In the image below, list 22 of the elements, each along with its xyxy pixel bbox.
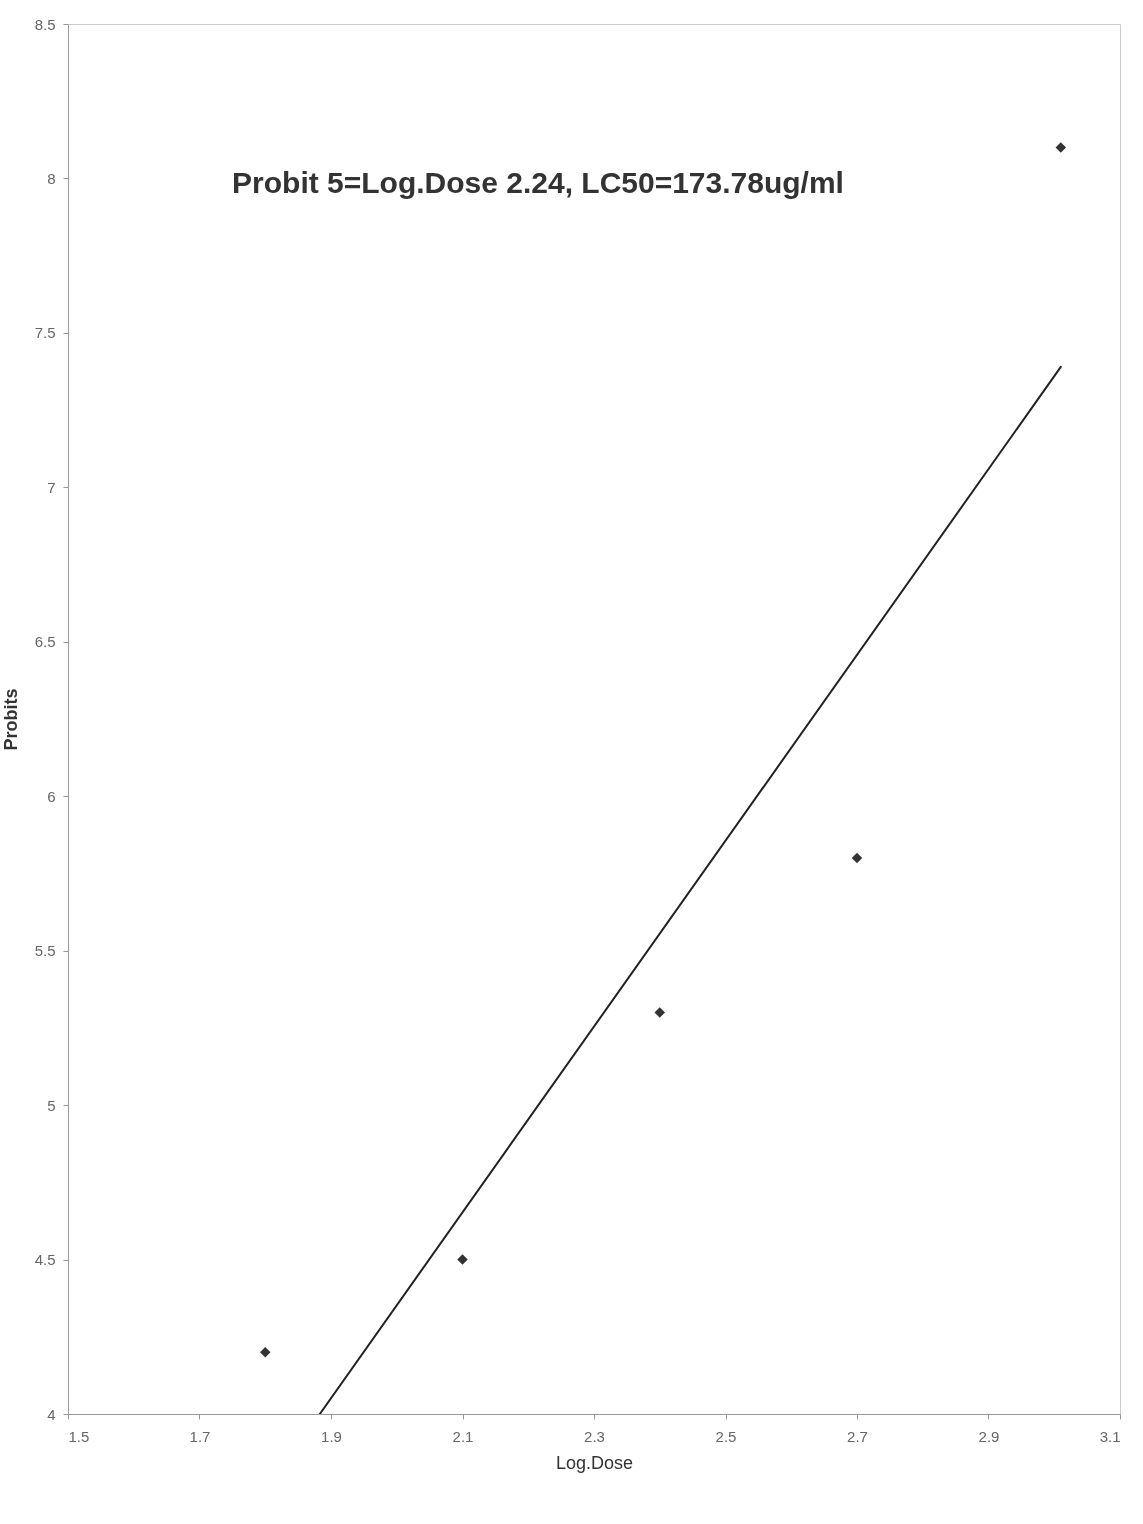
- x-tick-label: 2.9: [978, 1427, 1000, 1445]
- y-tick-label: 7.5: [34, 324, 56, 342]
- x-tick-label: 1.9: [321, 1427, 342, 1445]
- x-tick-label: 2.3: [584, 1427, 605, 1445]
- y-tick-label: 5: [47, 1096, 56, 1114]
- x-tick-label: 3.1: [1099, 1427, 1121, 1445]
- y-tick-label: 4: [47, 1405, 56, 1423]
- y-tick-label: 7: [47, 478, 56, 496]
- x-tick-label: 2.1: [452, 1427, 474, 1445]
- y-tick-label: 6: [47, 787, 56, 805]
- x-tick-label: 1.5: [68, 1427, 90, 1445]
- y-axis-title: Probits: [0, 688, 21, 751]
- y-tick-label: 5.5: [34, 942, 56, 960]
- y-tick-label: 4.5: [34, 1251, 56, 1269]
- x-tick-label: 2.7: [847, 1427, 868, 1445]
- y-tick-label: 8: [47, 169, 56, 187]
- x-tick-label: 2.5: [715, 1427, 737, 1445]
- y-tick-label: 8.5: [34, 15, 56, 33]
- annotation: Probit 5=Log.Dose 2.24, LC50=173.78ug/ml: [232, 166, 844, 199]
- y-tick-label: 6.5: [34, 633, 56, 651]
- x-axis-title: Log.Dose: [555, 1452, 634, 1473]
- x-tick-label: 1.7: [189, 1427, 211, 1445]
